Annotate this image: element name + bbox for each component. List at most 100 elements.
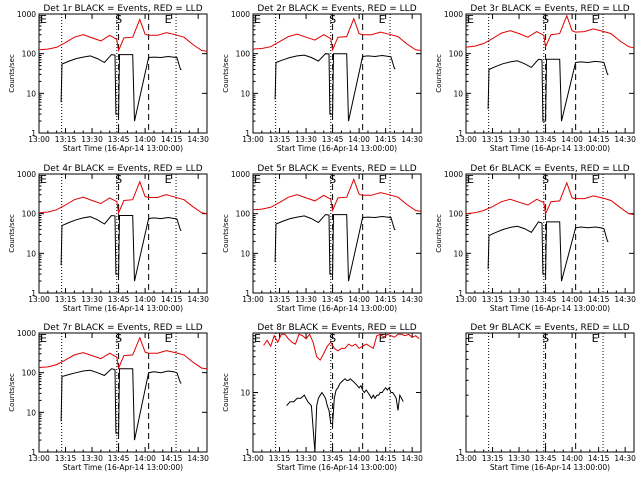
- x-tick-label: 13:45: [108, 454, 130, 463]
- x-tick-label: 14:15: [161, 454, 183, 463]
- series-lld-line: [466, 181, 634, 216]
- event-marker-e: E: [592, 173, 599, 186]
- x-tick-label: 13:00: [455, 454, 477, 463]
- y-tick-label: 1: [245, 129, 250, 138]
- series-events-line: [487, 221, 609, 282]
- plot-frame: [252, 13, 422, 134]
- y-tick-label: 1: [31, 289, 36, 298]
- x-tick-label: 13:00: [242, 135, 264, 144]
- event-marker-e: E: [254, 173, 261, 186]
- y-axis-label: Counts/sec: [8, 214, 16, 253]
- y-axis-label: Counts/sec: [8, 54, 16, 93]
- y-tick-label: 1000: [17, 329, 36, 338]
- series-lld-line: [466, 14, 634, 49]
- event-marker-e: E: [254, 13, 261, 26]
- x-tick-label: 13:15: [269, 135, 291, 144]
- x-tick-label: 13:45: [322, 295, 344, 304]
- series-events-line: [487, 58, 609, 122]
- x-tick-label: 13:00: [242, 295, 264, 304]
- y-tick-label: 1000: [231, 10, 250, 19]
- x-tick-label: 14:00: [134, 454, 156, 463]
- event-marker-s: S: [329, 173, 336, 186]
- event-marker-e: E: [165, 332, 172, 345]
- event-marker-s: S: [329, 13, 336, 26]
- x-tick-label: 13:15: [55, 295, 77, 304]
- x-tick-label: 14:30: [401, 454, 423, 463]
- plot-frame: [38, 332, 208, 453]
- panel-1: Det 1r BLACK = Events, RED = LLD 13:00 13:…: [8, 4, 209, 153]
- series-events-line: [274, 53, 396, 122]
- panel-9: Det 9r BLACK = Events, RED = LLD 13:00 13:…: [455, 323, 636, 472]
- event-marker-s: S: [542, 13, 549, 26]
- x-axis-label: Start Time (16-Apr-14 13:00:00): [277, 304, 397, 313]
- x-tick-label: 14:00: [348, 135, 370, 144]
- plot-frame: [38, 173, 208, 294]
- y-tick-label: 1: [245, 448, 250, 457]
- event-marker-e: E: [467, 13, 474, 26]
- x-tick-label: 14:30: [187, 135, 209, 144]
- y-tick-label: 1: [31, 129, 36, 138]
- x-tick-label: 13:45: [322, 454, 344, 463]
- x-tick-label: 14:30: [614, 295, 636, 304]
- x-tick-label: 14:30: [187, 454, 209, 463]
- y-tick-label: 10: [26, 89, 36, 98]
- plot-frame: [465, 13, 635, 134]
- x-axis-label: Start Time (16-Apr-14 13:00:00): [63, 144, 183, 153]
- y-tick-label: 100: [449, 50, 464, 59]
- y-axis-label: Counts/sec: [435, 54, 443, 93]
- y-tick-label: 1000: [444, 170, 463, 179]
- y-tick-label: 100: [236, 210, 251, 219]
- x-tick-label: 13:30: [81, 135, 103, 144]
- x-axis-label: Start Time (16-Apr-14 13:00:00): [490, 463, 610, 472]
- x-tick-label: 13:15: [482, 135, 504, 144]
- panel-2: Det 2r BLACK = Events, RED = LLD 13:00 13:…: [222, 4, 423, 153]
- y-tick-label: 1000: [17, 170, 36, 179]
- event-marker-s: S: [329, 332, 336, 345]
- event-marker-s: S: [542, 332, 549, 345]
- x-tick-label: 14:30: [401, 135, 423, 144]
- x-tick-label: 13:00: [28, 454, 50, 463]
- x-tick-label: 14:00: [561, 295, 583, 304]
- x-tick-label: 13:30: [295, 295, 317, 304]
- x-tick-label: 14:00: [561, 135, 583, 144]
- panel-8: Det 8r BLACK = Events, RED = LLD 13:00 13:…: [222, 323, 423, 472]
- y-axis-label: Counts/sec: [222, 54, 230, 93]
- y-tick-label: 1: [458, 448, 463, 457]
- x-axis-label: Start Time (16-Apr-14 13:00:00): [490, 144, 610, 153]
- panel-3: Det 3r BLACK = Events, RED = LLD 13:00 13:…: [435, 4, 636, 153]
- series-lld-line: [39, 336, 207, 370]
- panel-title: Det 8r BLACK = Events, RED = LLD: [257, 323, 416, 333]
- plot-frame: [252, 173, 422, 294]
- y-axis-label: Counts/sec: [222, 214, 230, 253]
- plot-frame: [38, 13, 208, 134]
- series-events-line: [60, 368, 182, 441]
- event-marker-e: E: [592, 13, 599, 26]
- y-tick-label: 10: [26, 408, 36, 417]
- x-tick-label: 13:45: [322, 135, 344, 144]
- series-lld-line: [39, 180, 207, 215]
- y-tick-label: 10: [240, 89, 250, 98]
- x-axis-label: Start Time (16-Apr-14 13:00:00): [277, 463, 397, 472]
- x-tick-label: 13:30: [295, 135, 317, 144]
- x-tick-label: 14:30: [614, 454, 636, 463]
- series-events-line: [286, 378, 404, 452]
- x-tick-label: 14:00: [348, 295, 370, 304]
- x-tick-label: 13:15: [55, 454, 77, 463]
- x-tick-label: 13:30: [81, 295, 103, 304]
- event-marker-e: E: [40, 173, 47, 186]
- series-events-line: [274, 214, 396, 282]
- x-tick-label: 13:45: [535, 295, 557, 304]
- event-marker-e: E: [467, 173, 474, 186]
- event-marker-e: E: [379, 173, 386, 186]
- y-axis-label: Counts/sec: [435, 214, 443, 253]
- x-tick-label: 13:00: [455, 135, 477, 144]
- event-marker-e: E: [40, 13, 47, 26]
- series-events-line: [60, 54, 182, 122]
- x-tick-label: 13:15: [482, 295, 504, 304]
- y-tick-label: 1: [245, 289, 250, 298]
- panel-title: Det 5r BLACK = Events, RED = LLD: [257, 164, 416, 174]
- x-tick-label: 13:45: [108, 135, 130, 144]
- y-tick-label: 100: [22, 210, 37, 219]
- event-marker-s: S: [115, 332, 122, 345]
- x-tick-label: 13:30: [81, 454, 103, 463]
